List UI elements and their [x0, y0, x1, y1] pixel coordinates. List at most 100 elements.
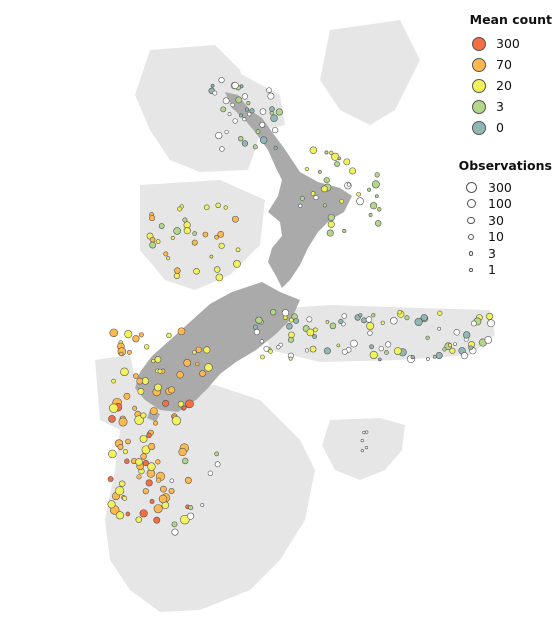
observation-point: [306, 328, 315, 337]
observations-legend-label: 1: [488, 262, 496, 278]
observation-point: [414, 317, 423, 327]
observation-point: [120, 367, 129, 377]
mean-count-swatch: [472, 36, 486, 51]
observation-point: [336, 343, 341, 348]
observation-point: [224, 129, 229, 135]
observation-point: [155, 459, 161, 465]
observation-point: [350, 339, 358, 348]
observation-point: [203, 204, 210, 211]
observations-size-symbol: [465, 181, 477, 193]
observation-point: [210, 83, 215, 88]
observation-point: [192, 350, 197, 355]
observation-point: [183, 359, 192, 367]
observation-point: [203, 346, 211, 354]
observation-point: [149, 236, 156, 243]
observation-point: [238, 135, 244, 142]
observation-point: [327, 213, 335, 222]
observation-point: [222, 97, 230, 105]
observation-point: [484, 336, 492, 344]
observation-point: [253, 328, 260, 336]
observation-point: [166, 332, 172, 339]
observation-point: [195, 346, 202, 353]
observation-point: [111, 378, 116, 384]
observation-point: [219, 146, 225, 152]
observation-point: [385, 341, 392, 348]
observation-point: [125, 511, 131, 517]
observations-legend-item: 30: [454, 212, 552, 229]
observation-point: [365, 430, 369, 434]
observation-point: [118, 351, 124, 357]
observation-point: [156, 477, 162, 483]
observation-point: [227, 112, 232, 117]
observation-point: [374, 220, 382, 227]
observation-point: [223, 205, 228, 210]
observation-point: [171, 528, 179, 536]
observation-point: [312, 334, 317, 339]
observation-point: [275, 108, 283, 116]
observation-point: [470, 320, 477, 327]
observation-point: [204, 363, 213, 372]
observation-point: [368, 213, 373, 217]
observation-point: [323, 347, 331, 355]
observation-point: [187, 512, 195, 520]
observation-point: [260, 354, 265, 360]
observation-point: [304, 166, 309, 172]
observation-point: [317, 170, 322, 174]
observation-point: [249, 108, 255, 114]
observation-point: [107, 500, 116, 509]
observations-legend-label: 30: [488, 212, 504, 228]
mean-count-legend-item: 300: [462, 33, 552, 54]
challenger-plateau: [140, 180, 265, 290]
observation-point: [158, 494, 168, 504]
observation-point: [139, 509, 148, 518]
observation-point: [486, 312, 494, 320]
observation-point: [215, 273, 224, 282]
observation-point: [310, 191, 316, 197]
observation-point: [183, 227, 191, 235]
observation-point: [241, 140, 249, 147]
observation-point: [299, 195, 305, 201]
observation-point: [184, 476, 192, 484]
observations-legend-item: 1: [454, 262, 552, 279]
observation-point: [109, 328, 119, 338]
observations-legend-item: 100: [454, 196, 552, 213]
observation-point: [173, 227, 181, 235]
observation-point: [341, 348, 348, 355]
observation-point: [342, 228, 347, 234]
observations-size-symbol: [468, 233, 474, 240]
observation-point: [199, 370, 206, 377]
observation-point: [163, 251, 169, 257]
observation-point: [329, 322, 337, 330]
observation-point: [122, 449, 128, 455]
observations-legend-item: 300: [454, 179, 552, 196]
observation-point: [136, 474, 142, 480]
observation-point: [304, 348, 310, 353]
observation-point: [281, 309, 290, 317]
observation-point: [124, 330, 133, 339]
observation-point: [447, 343, 453, 348]
observation-point: [108, 403, 119, 413]
observation-point: [360, 438, 364, 443]
observation-point: [217, 230, 225, 238]
observation-point: [134, 415, 144, 425]
observation-point: [432, 354, 437, 359]
observation-point: [155, 239, 161, 244]
observation-point: [202, 231, 209, 238]
observation-point: [153, 420, 158, 426]
observation-point: [460, 352, 469, 360]
observation-point: [232, 118, 238, 124]
observation-point: [107, 476, 114, 482]
observations-size-symbol: [469, 268, 473, 272]
observation-point: [378, 346, 384, 352]
mean-count-legend-label: 20: [496, 78, 512, 93]
observation-point: [259, 339, 264, 344]
mean-count-swatch: [472, 99, 486, 114]
mean-count-legend-label: 0: [496, 120, 504, 135]
observation-point: [404, 315, 410, 321]
observations-size-symbol: [466, 199, 476, 209]
observation-point: [182, 457, 189, 465]
observation-point: [358, 313, 363, 318]
observation-point: [215, 131, 223, 140]
observation-point: [369, 350, 378, 360]
observation-point: [246, 101, 251, 106]
